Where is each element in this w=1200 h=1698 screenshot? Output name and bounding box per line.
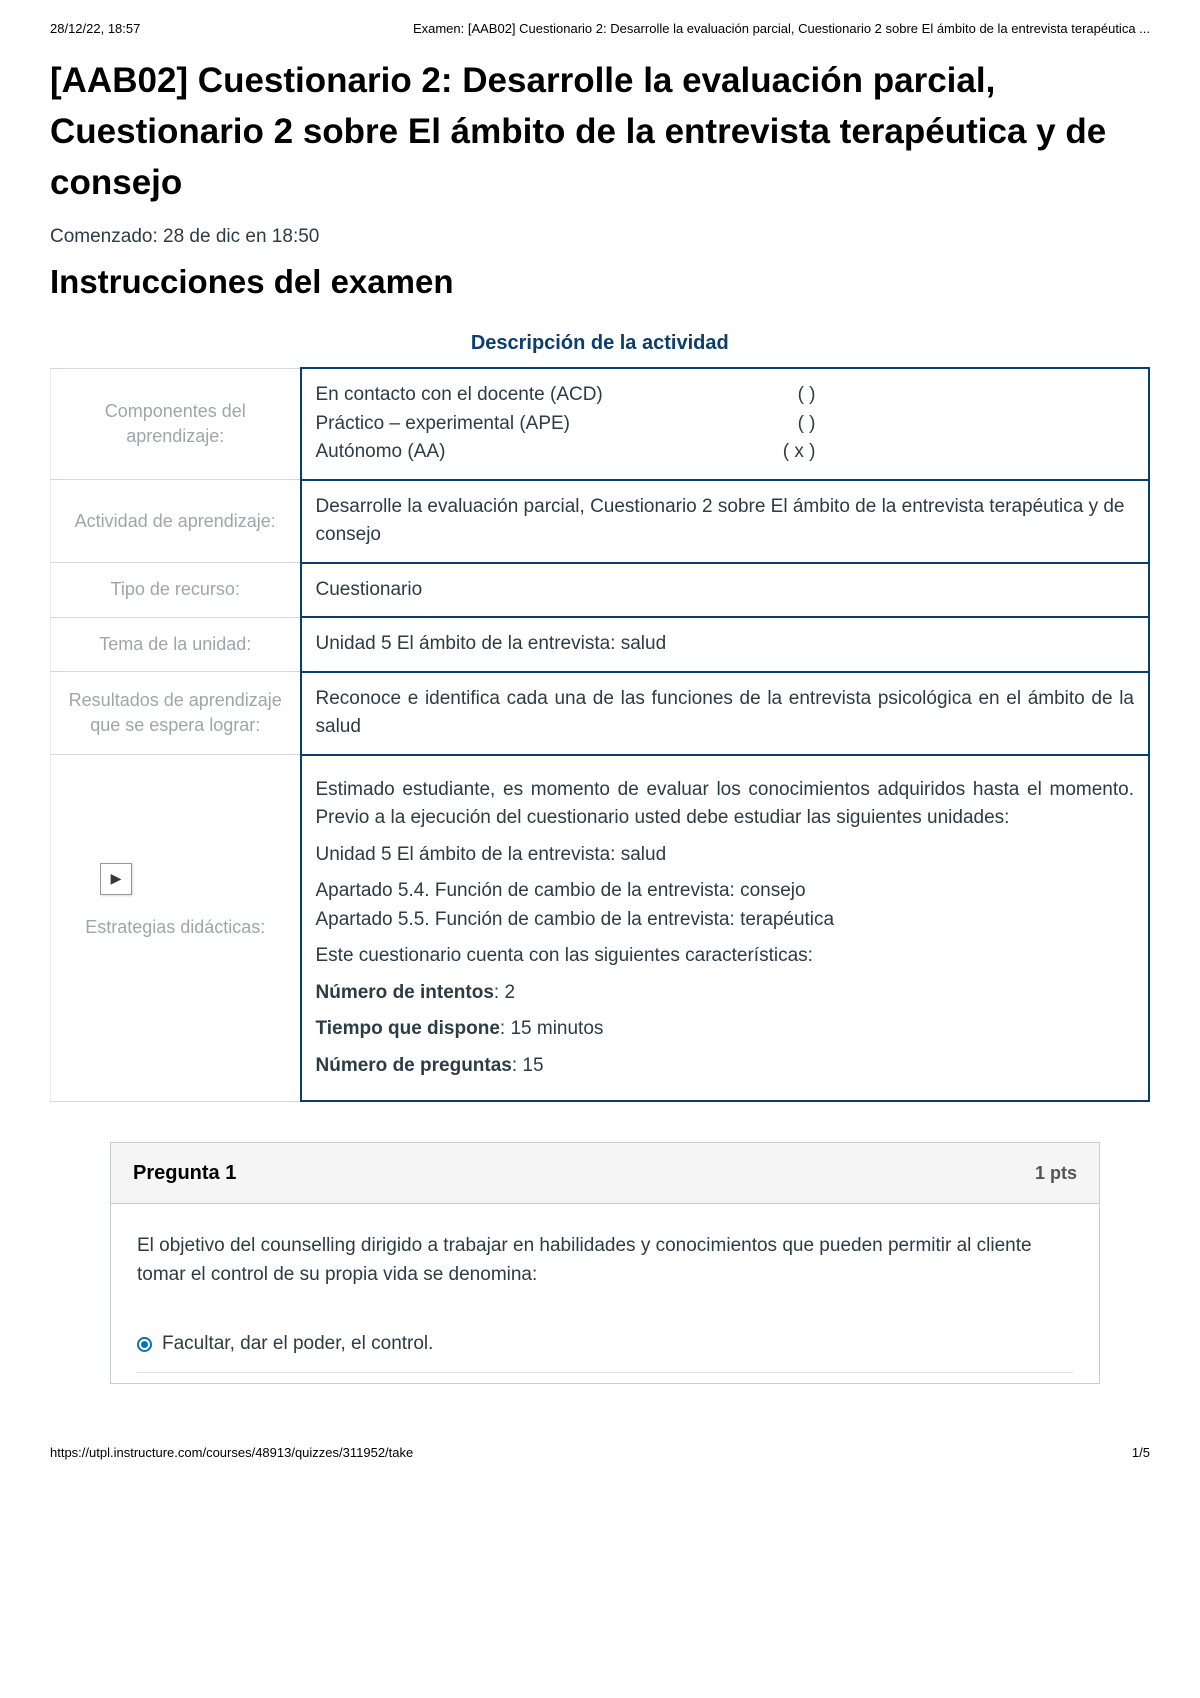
answer-option[interactable]: Facultar, dar el poder, el control. — [137, 1325, 1073, 1373]
estrategias-line: Apartado 5.4. Función de cambio de la en… — [316, 880, 806, 901]
comp-mark: ( x ) — [783, 438, 816, 467]
estrategias-unit: Apartado 5.4. Función de cambio de la en… — [316, 877, 1135, 934]
estrategias-feature: Número de intentos: 2 — [316, 979, 1135, 1008]
comp-mark: ( ) — [798, 410, 816, 439]
row-label-actividad: Actividad de aprendizaje: — [51, 480, 301, 563]
table-caption: Descripción de la actividad — [51, 323, 1150, 368]
started-at: Comenzado: 28 de dic en 18:50 — [50, 224, 1150, 251]
comp-name: En contacto con el docente (ACD) — [316, 381, 603, 410]
row-value-resultados: Reconoce e identifica cada una de las fu… — [301, 672, 1150, 755]
row-label-componentes: Componentes del aprendizaje: — [51, 368, 301, 480]
row-label-estrategias: Estrategias didácticas: — [51, 755, 301, 1102]
print-url: https://utpl.instructure.com/courses/489… — [50, 1444, 413, 1462]
row-label-resultados: Resultados de aprendizaje que se espera … — [51, 672, 301, 755]
page-title: [AAB02] Cuestionario 2: Desarrolle la ev… — [50, 56, 1150, 208]
comp-mark: ( ) — [798, 381, 816, 410]
answer-label: Facultar, dar el poder, el control. — [162, 1331, 433, 1358]
row-label-tema: Tema de la unidad: — [51, 617, 301, 672]
row-value-componentes: En contacto con el docente (ACD) ( ) Prác… — [301, 368, 1150, 480]
estrategias-features-intro: Este cuestionario cuenta con las siguien… — [316, 942, 1135, 971]
row-value-estrategias: Estimado estudiante, es momento de evalu… — [301, 755, 1150, 1102]
estrategias-intro: Estimado estudiante, es momento de evalu… — [316, 776, 1135, 833]
comp-name: Autónomo (AA) — [316, 438, 446, 467]
row-value-actividad: Desarrolle la evaluación parcial, Cuesti… — [301, 480, 1150, 563]
row-value-tema: Unidad 5 El ámbito de la entrevista: sal… — [301, 617, 1150, 672]
row-value-tipo: Cuestionario — [301, 563, 1150, 618]
activity-description-table: Descripción de la actividad Componentes … — [50, 323, 1150, 1102]
print-datetime: 28/12/22, 18:57 — [50, 20, 140, 38]
sidebar-toggle-button[interactable]: ▶ — [100, 863, 132, 895]
radio-icon[interactable] — [137, 1337, 152, 1352]
print-title: Examen: [AAB02] Cuestionario 2: Desarrol… — [413, 20, 1150, 38]
question-card: Pregunta 1 1 pts El objetivo del counsel… — [110, 1142, 1100, 1384]
print-footer: https://utpl.instructure.com/courses/489… — [50, 1444, 1150, 1462]
question-title: Pregunta 1 — [133, 1159, 236, 1187]
print-header: 28/12/22, 18:57 Examen: [AAB02] Cuestion… — [50, 20, 1150, 38]
question-points: 1 pts — [1035, 1161, 1077, 1186]
print-page: 1/5 — [1132, 1444, 1150, 1462]
comp-name: Práctico – experimental (APE) — [316, 410, 571, 439]
instructions-heading: Instrucciones del examen — [50, 259, 1150, 305]
estrategias-feature: Número de preguntas: 15 — [316, 1052, 1135, 1081]
estrategias-feature: Tiempo que dispone: 15 minutos — [316, 1015, 1135, 1044]
row-label-tipo: Tipo de recurso: — [51, 563, 301, 618]
estrategias-unit: Unidad 5 El ámbito de la entrevista: sal… — [316, 841, 1135, 870]
estrategias-line: Apartado 5.5. Función de cambio de la en… — [316, 909, 835, 930]
question-text: El objetivo del counselling dirigido a t… — [137, 1232, 1073, 1289]
question-header: Pregunta 1 1 pts — [111, 1143, 1099, 1204]
chevron-right-icon: ▶ — [111, 869, 122, 889]
